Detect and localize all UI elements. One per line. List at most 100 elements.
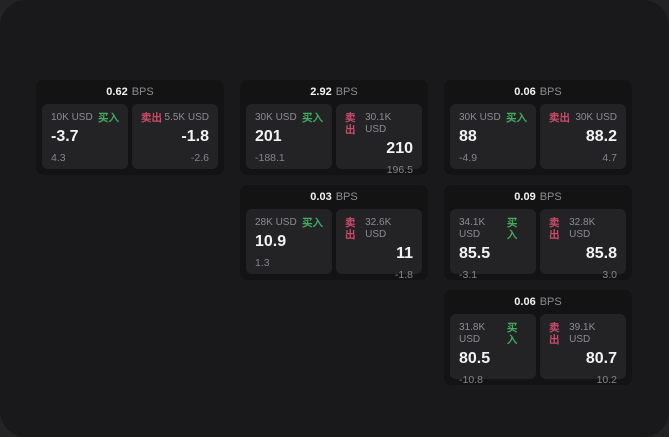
sell-sub-value: -1.8 bbox=[394, 269, 413, 281]
buy-amount: 30K USD bbox=[255, 112, 297, 123]
quote-card: 0.62 BPS 10K USD 买入 -3.7 4.3 卖出 5.5K USD… bbox=[36, 80, 224, 175]
sell-price: 88.2 bbox=[585, 128, 617, 145]
bps-value: 0.06 bbox=[514, 296, 536, 308]
sell-quote-tile[interactable]: 卖出 30K USD 88.2 4.7 bbox=[540, 104, 626, 169]
buy-price: 88 bbox=[459, 128, 477, 145]
buy-sub-value: 1.3 bbox=[255, 257, 270, 269]
buy-quote-tile[interactable]: 30K USD 买入 201 -188.1 bbox=[246, 104, 332, 169]
card-header: 0.06 BPS bbox=[444, 80, 632, 104]
buy-price: -3.7 bbox=[51, 128, 79, 145]
buy-amount: 10K USD bbox=[51, 112, 93, 123]
sell-price: 80.7 bbox=[585, 350, 617, 367]
buy-side-label: 买入 bbox=[506, 112, 527, 124]
buy-amount: 31.8K USD bbox=[459, 322, 486, 345]
card-header: 2.92 BPS bbox=[240, 80, 428, 104]
card-header: 0.06 BPS bbox=[444, 290, 632, 314]
buy-side-label: 买入 bbox=[302, 112, 323, 124]
buy-quote-tile[interactable]: 10K USD 买入 -3.7 4.3 bbox=[42, 104, 128, 169]
buy-amount: 30K USD bbox=[459, 112, 501, 123]
sell-price: 11 bbox=[396, 245, 413, 262]
bps-unit-label: BPS bbox=[335, 86, 358, 98]
sell-amount: 39.1K USD bbox=[569, 322, 596, 345]
sell-quote-tile[interactable]: 卖出 39.1K USD 80.7 10.2 bbox=[540, 314, 626, 386]
bps-unit-label: BPS bbox=[131, 86, 154, 98]
sell-amount: 30K USD bbox=[575, 112, 617, 123]
sell-sub-value: -2.6 bbox=[190, 152, 209, 164]
buy-side-label: 买入 bbox=[506, 217, 518, 241]
bps-value: 0.62 bbox=[106, 86, 128, 98]
buy-side-label: 买入 bbox=[506, 322, 518, 346]
buy-amount: 34.1K USD bbox=[459, 217, 486, 240]
quote-panels: 31.8K USD 买入 80.5 -10.8 卖出 39.1K USD 80.… bbox=[444, 314, 632, 386]
sell-quote-tile[interactable]: 卖出 32.8K USD 85.8 3.0 bbox=[540, 209, 626, 281]
bps-unit-label: BPS bbox=[335, 191, 358, 203]
buy-sub-value: -188.1 bbox=[255, 152, 285, 164]
buy-tile-header: 30K USD 买入 bbox=[459, 112, 527, 124]
sell-sub-value: 4.7 bbox=[602, 152, 617, 164]
sell-side-label: 卖出 bbox=[549, 322, 560, 346]
quote-card: 0.03 BPS 28K USD 买入 10.9 1.3 卖出 32.6K US… bbox=[240, 185, 428, 281]
sell-price: 85.8 bbox=[585, 245, 617, 262]
buy-price: 201 bbox=[255, 128, 282, 145]
sell-side-label: 卖出 bbox=[345, 112, 356, 136]
sell-amount: 32.8K USD bbox=[569, 217, 596, 240]
buy-price: 85.5 bbox=[459, 245, 491, 262]
quote-card: 2.92 BPS 30K USD 买入 201 -188.1 卖出 30.1K … bbox=[240, 80, 428, 176]
sell-tile-header: 卖出 32.8K USD bbox=[549, 217, 617, 241]
sell-sub-value: 10.2 bbox=[596, 374, 617, 386]
buy-price: 10.9 bbox=[255, 233, 287, 250]
buy-tile-header: 34.1K USD 买入 bbox=[459, 217, 527, 241]
quote-card: 0.06 BPS 31.8K USD 买入 80.5 -10.8 卖出 39.1… bbox=[444, 290, 632, 386]
bps-value: 2.92 bbox=[310, 86, 332, 98]
buy-tile-header: 30K USD 买入 bbox=[255, 112, 323, 124]
bps-unit-label: BPS bbox=[539, 86, 562, 98]
card-header: 0.62 BPS bbox=[36, 80, 224, 104]
sell-amount: 32.6K USD bbox=[365, 217, 392, 240]
buy-price: 80.5 bbox=[459, 350, 491, 367]
sell-side-label: 卖出 bbox=[549, 112, 570, 124]
buy-tile-header: 31.8K USD 买入 bbox=[459, 322, 527, 346]
quote-panels: 30K USD 买入 201 -188.1 卖出 30.1K USD 210 1… bbox=[240, 104, 428, 176]
sell-tile-header: 卖出 30.1K USD bbox=[345, 112, 413, 136]
sell-tile-header: 卖出 5.5K USD bbox=[141, 112, 209, 124]
buy-quote-tile[interactable]: 34.1K USD 买入 85.5 -3.1 bbox=[450, 209, 536, 281]
buy-tile-header: 28K USD 买入 bbox=[255, 217, 323, 229]
sell-side-label: 卖出 bbox=[141, 112, 162, 124]
sell-tile-header: 卖出 32.6K USD bbox=[345, 217, 413, 241]
buy-quote-tile[interactable]: 30K USD 买入 88 -4.9 bbox=[450, 104, 536, 169]
sell-amount: 30.1K USD bbox=[365, 112, 392, 135]
sell-side-label: 卖出 bbox=[549, 217, 560, 241]
quote-panels: 34.1K USD 买入 85.5 -3.1 卖出 32.8K USD 85.8… bbox=[444, 209, 632, 281]
sell-quote-tile[interactable]: 卖出 5.5K USD -1.8 -2.6 bbox=[132, 104, 218, 169]
buy-amount: 28K USD bbox=[255, 217, 297, 228]
sell-side-label: 卖出 bbox=[345, 217, 356, 241]
quote-panels: 28K USD 买入 10.9 1.3 卖出 32.6K USD 11 -1.8 bbox=[240, 209, 428, 281]
sell-tile-header: 卖出 39.1K USD bbox=[549, 322, 617, 346]
quote-panels: 30K USD 买入 88 -4.9 卖出 30K USD 88.2 4.7 bbox=[444, 104, 632, 175]
bps-unit-label: BPS bbox=[539, 296, 562, 308]
quote-card: 0.06 BPS 30K USD 买入 88 -4.9 卖出 30K USD 8… bbox=[444, 80, 632, 175]
quote-panels: 10K USD 买入 -3.7 4.3 卖出 5.5K USD -1.8 -2.… bbox=[36, 104, 224, 175]
sell-sub-value: 196.5 bbox=[386, 164, 413, 176]
sell-quote-tile[interactable]: 卖出 30.1K USD 210 196.5 bbox=[336, 104, 422, 176]
buy-tile-header: 10K USD 买入 bbox=[51, 112, 119, 124]
sell-price: 210 bbox=[386, 140, 413, 157]
buy-quote-tile[interactable]: 28K USD 买入 10.9 1.3 bbox=[246, 209, 332, 274]
buy-sub-value: 4.3 bbox=[51, 152, 66, 164]
bps-value: 0.09 bbox=[514, 191, 536, 203]
buy-quote-tile[interactable]: 31.8K USD 买入 80.5 -10.8 bbox=[450, 314, 536, 386]
bps-value: 0.06 bbox=[514, 86, 536, 98]
buy-sub-value: -10.8 bbox=[459, 374, 483, 386]
card-header: 0.09 BPS bbox=[444, 185, 632, 209]
quote-card: 0.09 BPS 34.1K USD 买入 85.5 -3.1 卖出 32.8K… bbox=[444, 185, 632, 281]
buy-sub-value: -4.9 bbox=[459, 152, 478, 164]
sell-amount: 5.5K USD bbox=[164, 112, 209, 123]
bps-unit-label: BPS bbox=[539, 191, 562, 203]
sell-sub-value: 3.0 bbox=[602, 269, 617, 281]
card-header: 0.03 BPS bbox=[240, 185, 428, 209]
sell-tile-header: 卖出 30K USD bbox=[549, 112, 617, 124]
sell-quote-tile[interactable]: 卖出 32.6K USD 11 -1.8 bbox=[336, 209, 422, 281]
buy-side-label: 买入 bbox=[98, 112, 119, 124]
